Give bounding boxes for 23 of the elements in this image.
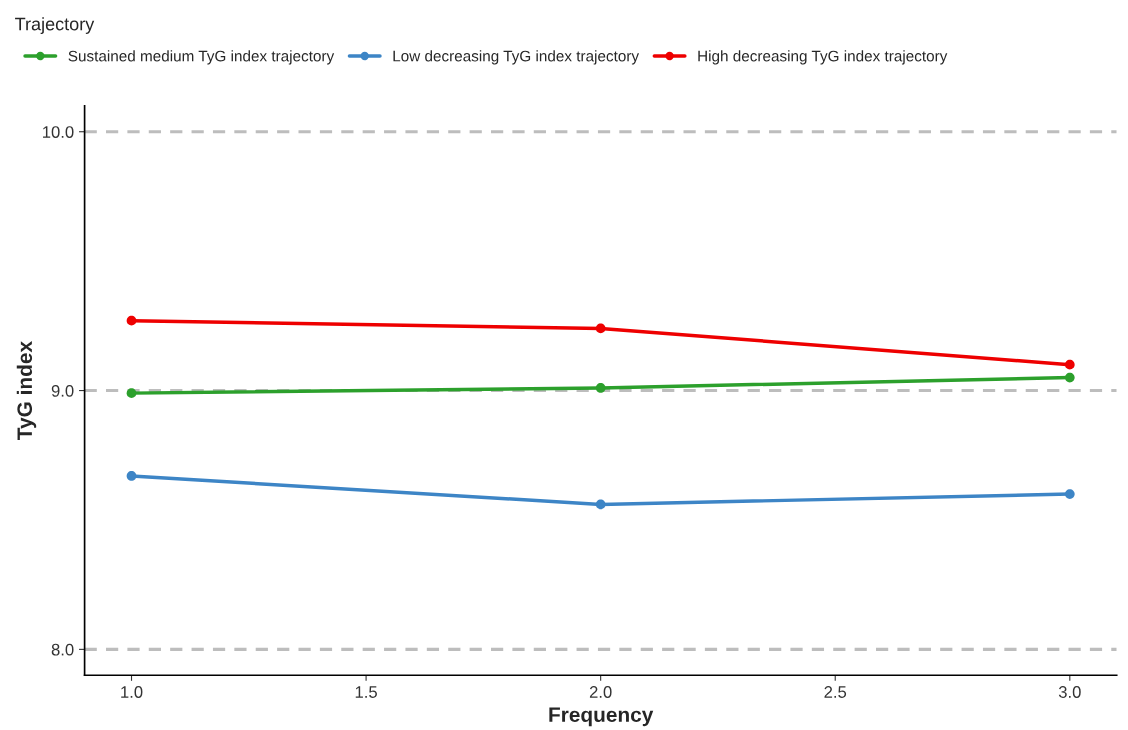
x-axis-title: Frequency <box>549 707 654 727</box>
point <box>595 383 606 393</box>
y-tick-label: 9.0 <box>51 384 74 397</box>
point <box>595 323 606 334</box>
x-tick-label: 1.5 <box>355 686 377 698</box>
y-axis-title: TyG index <box>16 341 37 440</box>
legend-title: Trajectory <box>15 17 95 34</box>
point <box>126 388 137 398</box>
point <box>126 315 137 326</box>
point <box>595 499 606 510</box>
x-tick-label: 2.5 <box>824 686 847 698</box>
point <box>1064 489 1075 499</box>
x-tick-label: 2.0 <box>589 686 612 698</box>
x-tick-label: 3.0 <box>1058 686 1081 698</box>
legend-label: Low decreasing TyG index trajectory <box>393 50 640 65</box>
x-tick-label: 1.0 <box>121 686 143 698</box>
y-tick-label: 8.0 <box>51 643 74 656</box>
point <box>1064 372 1075 383</box>
point <box>1064 359 1075 370</box>
legend-label: Sustained medium TyG index trajectory <box>68 50 335 65</box>
legend-label: High decreasing TyG index trajectory <box>698 50 948 65</box>
y-tick-label: 10.0 <box>43 126 74 138</box>
point <box>126 471 137 481</box>
